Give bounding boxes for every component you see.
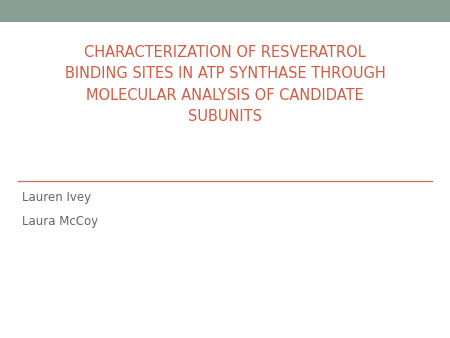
Text: Lauren Ivey: Lauren Ivey: [22, 191, 92, 204]
Text: Laura McCoy: Laura McCoy: [22, 215, 99, 228]
Text: CHARACTERIZATION OF RESVERATROL
BINDING SITES IN ATP SYNTHASE THROUGH
MOLECULAR : CHARACTERIZATION OF RESVERATROL BINDING …: [65, 45, 385, 124]
